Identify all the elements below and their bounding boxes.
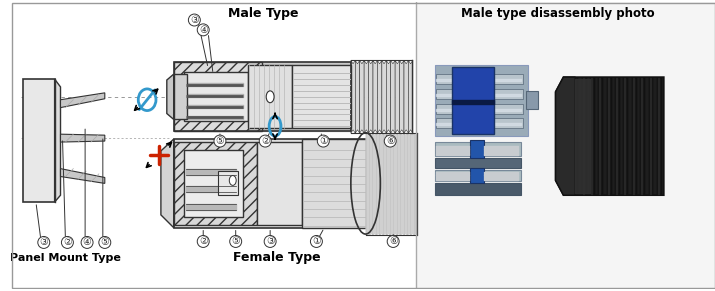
Bar [573, 78, 578, 194]
Bar [436, 118, 523, 128]
Polygon shape [408, 60, 413, 133]
Polygon shape [360, 60, 364, 133]
Text: ③: ③ [266, 237, 275, 246]
Ellipse shape [230, 175, 236, 185]
Bar [184, 150, 242, 217]
Text: ③: ③ [39, 237, 48, 247]
Bar [526, 91, 538, 109]
Bar [590, 78, 595, 194]
Polygon shape [368, 60, 373, 133]
Text: Male Type: Male Type [228, 7, 298, 20]
Polygon shape [386, 60, 390, 133]
Text: ④: ④ [83, 237, 92, 247]
Polygon shape [556, 77, 664, 195]
Text: ⑥: ⑥ [386, 136, 395, 146]
Text: ②: ② [261, 136, 270, 146]
Bar [657, 78, 662, 194]
Text: ②: ② [63, 237, 72, 247]
Polygon shape [351, 60, 355, 133]
Bar [23, 79, 54, 202]
Bar [174, 62, 351, 131]
Text: ⑤: ⑤ [100, 237, 109, 247]
Bar [615, 78, 620, 194]
Polygon shape [61, 168, 105, 183]
Bar [632, 78, 637, 194]
Bar [247, 65, 292, 128]
Bar [607, 78, 611, 194]
Polygon shape [355, 60, 360, 133]
Polygon shape [61, 134, 105, 142]
Text: Male type disassembly photo: Male type disassembly photo [460, 7, 654, 20]
Bar [470, 168, 484, 183]
Ellipse shape [266, 91, 274, 103]
Text: Female Type: Female Type [233, 251, 321, 264]
Polygon shape [395, 60, 400, 133]
Polygon shape [54, 79, 61, 202]
Polygon shape [404, 60, 408, 133]
Bar [218, 171, 237, 195]
Bar [174, 74, 187, 119]
Text: Panel Mount Type: Panel Mount Type [10, 253, 121, 263]
Polygon shape [364, 60, 368, 133]
Polygon shape [378, 60, 382, 133]
Bar [174, 139, 365, 228]
Polygon shape [161, 139, 174, 228]
Text: ⑤: ⑤ [232, 237, 240, 246]
Bar [435, 170, 521, 181]
Polygon shape [556, 77, 576, 195]
Bar [649, 78, 654, 194]
Text: ⑤: ⑤ [216, 136, 225, 146]
Polygon shape [167, 74, 174, 119]
Text: ⑥: ⑥ [389, 237, 398, 246]
Bar [174, 142, 257, 225]
Polygon shape [373, 60, 378, 133]
Bar [640, 78, 645, 194]
Bar [436, 74, 523, 84]
Text: ①: ① [312, 237, 321, 246]
Polygon shape [390, 60, 395, 133]
Bar [470, 140, 484, 158]
Bar [416, 2, 715, 289]
Bar [598, 78, 603, 194]
Bar [436, 104, 523, 113]
Text: ④: ④ [199, 25, 207, 35]
Polygon shape [61, 93, 105, 108]
Bar [436, 89, 523, 99]
Text: ②: ② [199, 237, 207, 246]
Bar [174, 62, 262, 131]
Bar [292, 65, 351, 128]
Text: ③: ③ [190, 15, 199, 25]
Bar [435, 183, 521, 195]
Bar [435, 142, 521, 156]
Bar [184, 72, 247, 121]
Polygon shape [400, 60, 404, 133]
Polygon shape [382, 60, 386, 133]
Text: ①: ① [319, 136, 327, 146]
Bar [257, 142, 302, 225]
Bar [452, 67, 493, 134]
Bar [435, 158, 521, 168]
Bar [581, 78, 586, 194]
Bar [302, 139, 365, 228]
Bar [435, 65, 528, 136]
Bar [623, 78, 628, 194]
